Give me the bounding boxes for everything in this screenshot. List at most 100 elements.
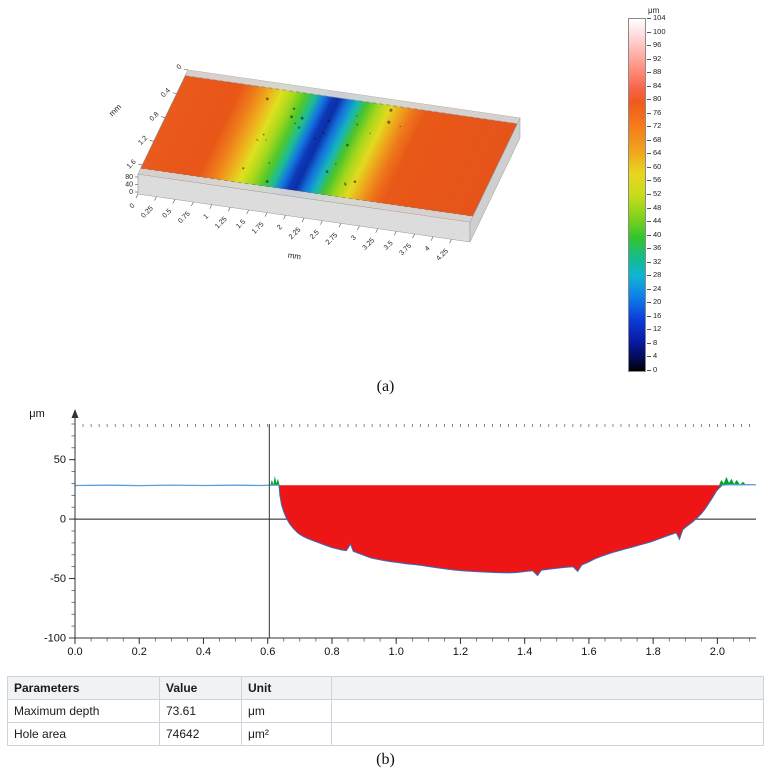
colorbar-tick-label: 76 [653,107,662,117]
x-tick-label: 1.2 [453,646,468,658]
y-axis-unit-label: μm [29,408,45,420]
colorbar-tick [647,31,651,33]
colorbar-tick [647,370,651,371]
y-tick-label: -50 [50,573,66,585]
x-tick-label: 0.6 [260,646,275,658]
surface-speckles [242,97,401,186]
colorbar-tick [647,153,651,155]
param-name-cell: Maximum depth [7,699,160,723]
y-tick-label: 50 [54,454,66,466]
colorbar-tick [647,126,651,128]
colorbar-tick [647,315,651,317]
colorbar-tick-label: 8 [653,337,658,347]
colorbar-tick-label: 56 [653,175,662,185]
colorbar-tick-label: 88 [653,67,662,77]
colorbar-tick-label: 92 [653,53,662,63]
x-tick-label: 1.25 [214,216,229,231]
x-tick-label: 0.75 [177,210,192,225]
y-axis-arrow [71,409,79,418]
x-tick-label: 3 [350,234,358,242]
y-tick-label: 1.2 [137,135,149,147]
colorbar-tick [647,139,651,141]
param-value-cell: 73.61 [159,699,242,723]
colorbar-tick-label: 64 [653,148,662,158]
x-tick-label: 1.8 [646,646,661,658]
y-tick-label: 0 [176,63,184,71]
colorbar-tick [647,329,651,331]
colorbar-gradient [628,18,646,372]
x-tick-label: 3.75 [398,242,413,257]
colorbar-tick-label: 20 [653,297,662,307]
param-unit-cell: μm² [241,722,332,746]
y-tick-label: 1.6 [126,158,138,170]
hole-area [279,485,723,576]
empty-cell [331,722,764,746]
param-value-cell: 74642 [159,722,242,746]
x-tick-label: 1.5 [235,218,247,230]
colorbar-tick-label: 80 [653,94,662,104]
empty-cell [331,699,764,723]
z-tick-label: 80 [125,174,133,181]
parameters-table: Parameters Value Unit Maximum depth 73.6… [7,676,764,746]
y-tick-label: -100 [44,633,66,645]
param-unit-cell: μm [241,699,332,723]
colorbar-tick-label: 28 [653,270,662,280]
colorbar-tick [647,72,651,74]
table-row: Maximum depth 73.61 μm [7,699,764,723]
x-tick-label: 1.4 [517,646,532,658]
x-tick-label: 2.25 [288,226,303,241]
x-tick-label: 2.5 [309,229,321,241]
col-value: Value [159,676,242,700]
x-tick-label: 2.0 [710,646,725,658]
colorbar-tick-label: 40 [653,229,662,239]
colorbar-tick-label: 36 [653,243,662,253]
col-parameters: Parameters [7,676,160,700]
y-axis-label: mm [107,102,123,118]
colorbar-tick [647,288,651,290]
colorbar-tick-label: 32 [653,256,662,266]
colorbar-tick [647,58,651,60]
x-tick-label: 4 [424,245,432,253]
profile-chart: 0.0 0.2 0.4 0.6 0.8 1.0 1.2 1.4 1.6 1.8 2.0 50 0 -50 -… [29,408,756,658]
y-tick-label: 0.8 [149,111,161,123]
x-axis-label: mm [287,251,302,262]
col-unit: Unit [241,676,332,700]
colorbar-tick-label: 68 [653,134,662,144]
x-tick-label: 0.4 [196,646,211,658]
y-tick-label: 0 [60,514,66,526]
x-tick-label: 0.5 [161,208,173,220]
colorbar-tick-label: 48 [653,202,662,212]
colorbar-tick [647,302,651,304]
x-tick-label: 0 [129,202,137,210]
colorbar-tick [647,356,651,358]
colorbar-tick [647,166,651,168]
col-empty [331,676,764,700]
caption-a: (a) [376,378,395,395]
x-tick-label: 0.25 [140,205,155,220]
x-tick-label: 0.8 [324,646,339,658]
colorbar-tick [647,275,651,277]
y-tick-label: 0.4 [160,87,172,99]
colorbar-tick-label: 12 [653,324,662,334]
colorbar-tick [647,194,651,195]
baseline-right [722,483,756,486]
colorbar-tick [647,85,651,87]
edge-artifact [270,475,280,486]
colorbar-tick [647,99,651,101]
colorbar-tick [647,45,651,47]
table-row: Hole area 74642 μm² [7,722,764,746]
colorbar-tick-label: 104 [653,13,666,22]
edge-artifact [719,476,747,486]
caption-b: (b) [376,751,395,768]
colorbar-tick [647,234,651,236]
z-tick-label: 0 [129,189,133,196]
colorbar-tick [647,248,651,250]
x-tick-label: 2.75 [325,232,340,247]
x-tick-label: 3.25 [362,237,377,252]
surface-3d-plot: 0 0.25 0.5 0.75 1 1.25 1.5 1.75 2 2.25 2.5 2.75 3 3.2… [107,63,521,262]
colorbar-tick-label: 60 [653,161,662,171]
table-header-row: Parameters Value Unit [7,676,764,700]
colorbar-tick-label: 72 [653,121,662,131]
colorbar-tick [647,342,651,344]
